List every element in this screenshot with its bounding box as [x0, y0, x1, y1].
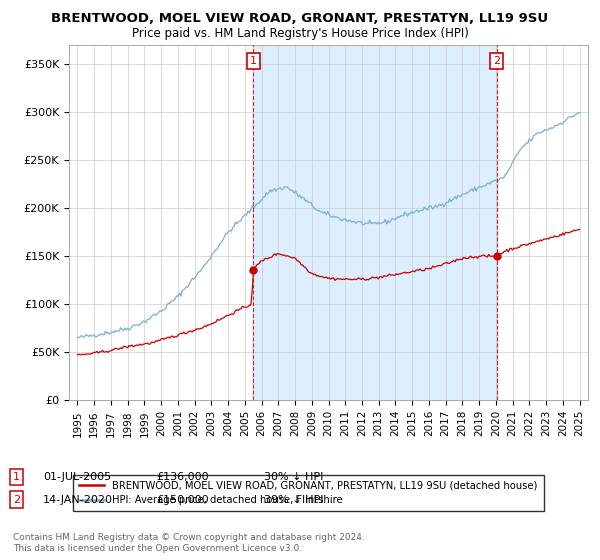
Text: 2: 2 [493, 56, 500, 66]
Legend: BRENTWOOD, MOEL VIEW ROAD, GRONANT, PRESTATYN, LL19 9SU (detached house), HPI: A: BRENTWOOD, MOEL VIEW ROAD, GRONANT, PRES… [73, 475, 544, 511]
Text: 1: 1 [13, 472, 20, 482]
Text: Contains HM Land Registry data © Crown copyright and database right 2024.
This d: Contains HM Land Registry data © Crown c… [13, 533, 365, 553]
Bar [253, 45, 497, 400]
Text: 30% ↓ HPI: 30% ↓ HPI [264, 472, 323, 482]
Text: Price paid vs. HM Land Registry's House Price Index (HPI): Price paid vs. HM Land Registry's House … [131, 27, 469, 40]
Text: 14-JAN-2020: 14-JAN-2020 [43, 494, 113, 505]
Text: BRENTWOOD, MOEL VIEW ROAD, GRONANT, PRESTATYN, LL19 9SU: BRENTWOOD, MOEL VIEW ROAD, GRONANT, PRES… [52, 12, 548, 25]
Text: 39% ↓ HPI: 39% ↓ HPI [264, 494, 323, 505]
Text: £150,000: £150,000 [156, 494, 209, 505]
Text: 01-JUL-2005: 01-JUL-2005 [43, 472, 112, 482]
Text: 1: 1 [250, 56, 257, 66]
Text: 2: 2 [13, 494, 20, 505]
Text: £136,000: £136,000 [156, 472, 209, 482]
